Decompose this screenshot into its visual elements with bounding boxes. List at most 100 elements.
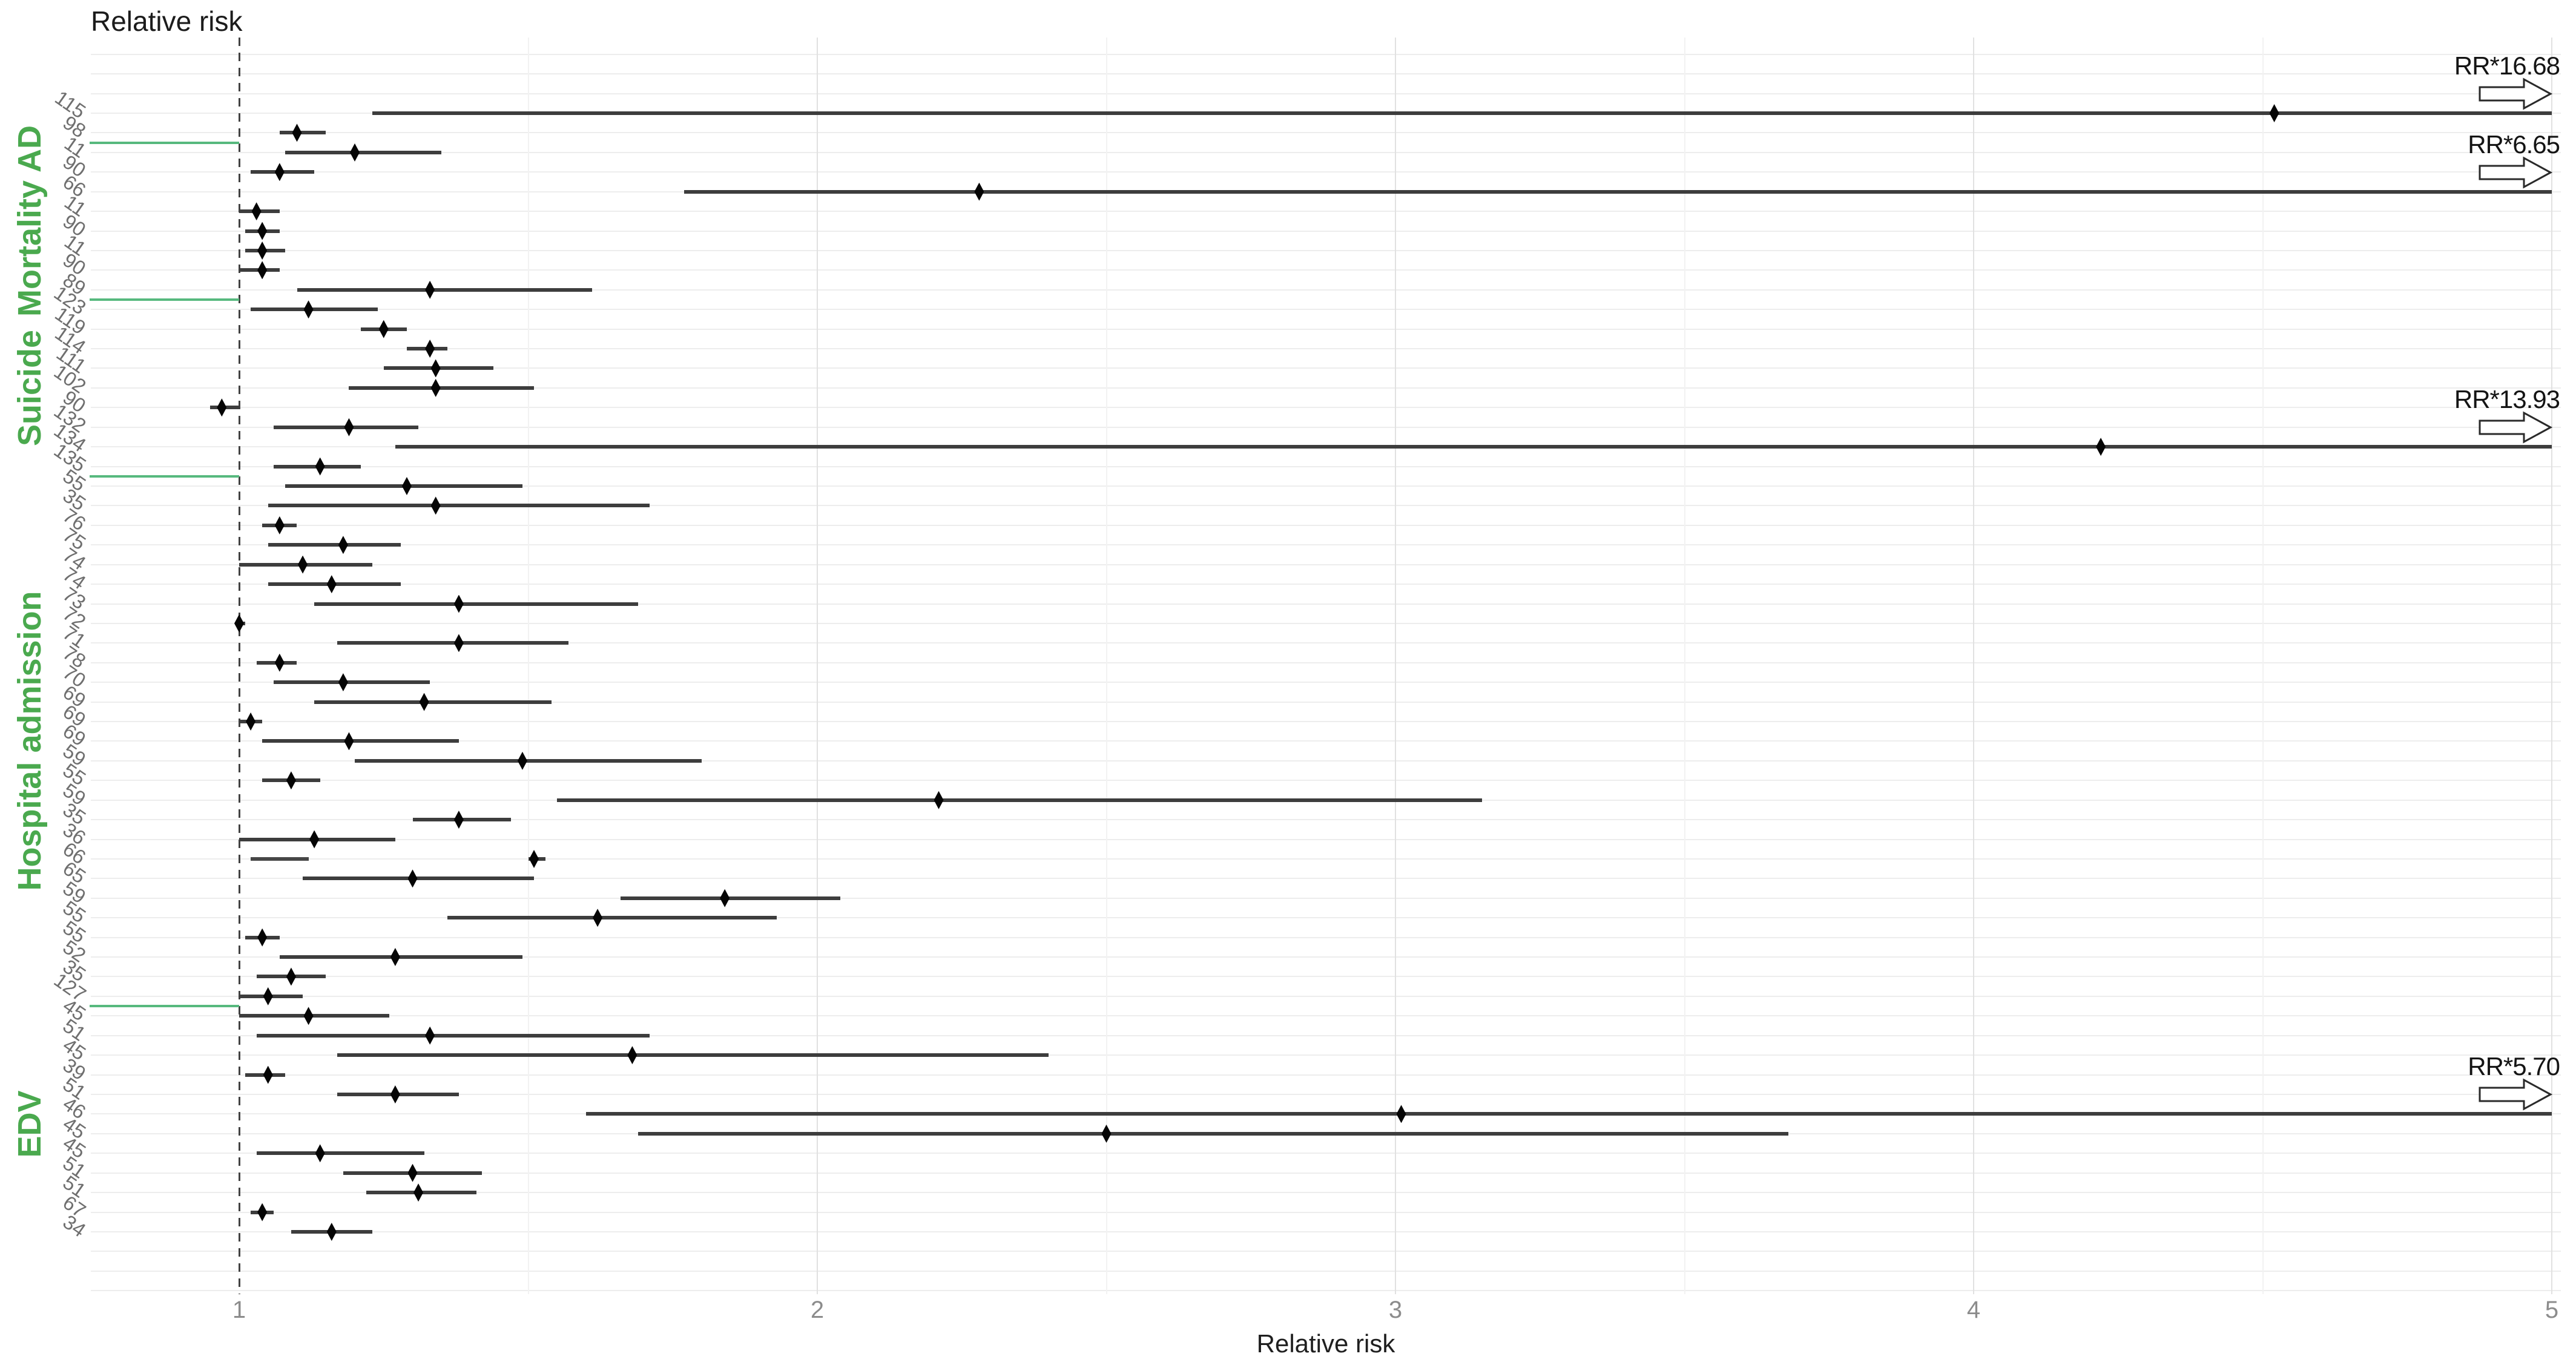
vertical-gridline-major: [1395, 38, 1396, 1294]
point-estimate-marker: [430, 359, 441, 378]
point-estimate-marker: [257, 928, 268, 947]
confidence-interval-line: [337, 1053, 1049, 1057]
horizontal-gridline: [91, 505, 2561, 507]
point-estimate-marker: [292, 123, 302, 142]
horizontal-gridline: [91, 1015, 2561, 1017]
point-estimate-marker: [419, 692, 429, 711]
confidence-interval-line: [262, 739, 459, 743]
confidence-interval-line: [285, 150, 442, 154]
vertical-gridline-minor: [527, 38, 529, 1294]
point-estimate-marker: [430, 378, 441, 397]
point-estimate-marker: [934, 791, 944, 809]
horizontal-gridline: [91, 465, 2561, 467]
point-estimate-marker: [286, 771, 296, 790]
horizontal-gridline: [91, 1251, 2561, 1252]
vertical-gridline-major: [2551, 38, 2552, 1294]
x-axis-tick-label: 5: [2545, 1297, 2559, 1323]
horizontal-gridline: [91, 956, 2561, 958]
horizontal-gridline: [91, 230, 2561, 232]
horizontal-gridline: [91, 211, 2561, 212]
point-estimate-marker: [425, 280, 435, 299]
right-arrow-icon: [2478, 411, 2553, 444]
horizontal-gridline: [91, 485, 2561, 487]
horizontal-gridline: [91, 701, 2561, 703]
point-estimate-marker: [217, 398, 227, 417]
truncated-rr-label: RR*6.65: [2468, 130, 2560, 159]
point-estimate-marker: [251, 202, 262, 221]
point-estimate-marker: [407, 869, 418, 888]
point-estimate-marker: [326, 575, 337, 594]
right-arrow-icon: [2478, 77, 2553, 110]
confidence-interval-line: [256, 1151, 424, 1156]
horizontal-gridline: [91, 1211, 2561, 1213]
point-estimate-marker: [407, 1163, 418, 1182]
x-axis-tick-label: 1: [232, 1297, 246, 1323]
confidence-interval-line: [314, 700, 552, 704]
point-estimate-marker: [413, 1183, 424, 1202]
horizontal-gridline: [91, 53, 2561, 55]
horizontal-gridline: [91, 721, 2561, 723]
point-estimate-marker: [274, 163, 285, 182]
group-label: Mortality AD: [12, 125, 48, 317]
point-estimate-marker: [315, 457, 325, 476]
horizontal-gridline: [91, 1034, 2561, 1036]
horizontal-gridline: [91, 682, 2561, 683]
point-estimate-marker: [303, 1007, 314, 1025]
horizontal-gridline: [91, 387, 2561, 389]
point-estimate-marker: [378, 320, 389, 338]
confidence-interval-line: [297, 288, 592, 292]
horizontal-gridline: [91, 93, 2561, 94]
horizontal-gridline: [91, 1172, 2561, 1174]
horizontal-gridline: [91, 878, 2561, 880]
vertical-gridline-minor: [1684, 38, 1685, 1294]
horizontal-gridline: [91, 976, 2561, 978]
point-estimate-marker: [720, 889, 730, 907]
horizontal-gridline: [91, 584, 2561, 585]
point-estimate-marker: [390, 1085, 400, 1104]
point-estimate-marker: [234, 614, 244, 633]
horizontal-gridline: [91, 426, 2561, 428]
horizontal-gridline: [91, 328, 2561, 330]
horizontal-gridline: [91, 73, 2561, 75]
horizontal-gridline: [91, 524, 2561, 526]
horizontal-gridline: [91, 622, 2561, 624]
horizontal-gridline: [91, 642, 2561, 644]
horizontal-gridline: [91, 1094, 2561, 1095]
point-estimate-marker: [344, 732, 354, 751]
horizontal-gridline: [91, 995, 2561, 997]
confidence-interval-line: [251, 308, 378, 312]
confidence-interval-line: [279, 955, 522, 959]
group-separator-line: [90, 298, 239, 301]
point-estimate-marker: [425, 340, 435, 358]
horizontal-gridline: [91, 819, 2561, 821]
x-axis-tick-label: 2: [810, 1297, 825, 1323]
horizontal-gridline: [91, 897, 2561, 899]
point-estimate-marker: [2269, 104, 2279, 122]
horizontal-gridline: [91, 838, 2561, 840]
point-estimate-marker: [246, 712, 256, 731]
confidence-interval-line: [268, 504, 650, 508]
right-arrow-icon: [2478, 1078, 2553, 1111]
horizontal-gridline: [91, 269, 2561, 271]
point-estimate-marker: [627, 1046, 637, 1065]
plot-title: Relative risk: [91, 5, 243, 37]
point-estimate-marker: [350, 143, 360, 162]
horizontal-gridline: [91, 407, 2561, 409]
horizontal-gridline: [91, 780, 2561, 781]
horizontal-gridline: [91, 1192, 2561, 1194]
confidence-interval-line: [684, 189, 2552, 194]
vertical-gridline-major: [817, 38, 818, 1294]
point-estimate-marker: [1101, 1124, 1112, 1143]
point-estimate-marker: [453, 634, 464, 653]
point-estimate-marker: [344, 418, 354, 436]
horizontal-gridline: [91, 1153, 2561, 1154]
point-estimate-marker: [257, 241, 268, 260]
point-estimate-marker: [263, 1065, 273, 1084]
horizontal-gridline: [91, 1270, 2561, 1272]
horizontal-gridline: [91, 132, 2561, 134]
point-estimate-marker: [257, 261, 268, 280]
horizontal-gridline: [91, 603, 2561, 605]
confidence-interval-line: [372, 111, 2552, 115]
point-estimate-marker: [257, 1203, 268, 1222]
confidence-interval-line: [268, 543, 401, 547]
